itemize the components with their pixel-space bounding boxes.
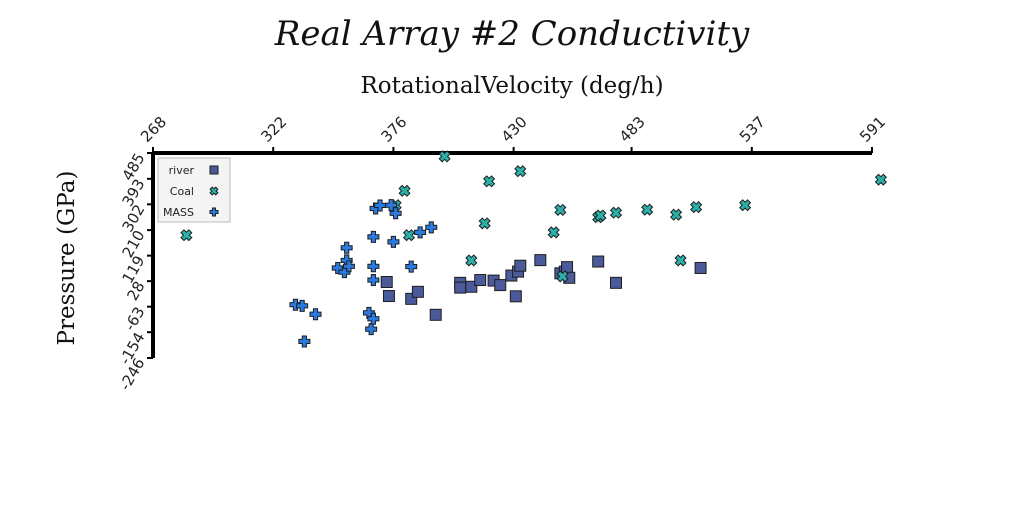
data-point xyxy=(380,276,393,289)
legend: river Coal MASS xyxy=(157,157,231,223)
data-point xyxy=(483,175,496,188)
data-point xyxy=(342,260,355,273)
data-point xyxy=(465,280,478,293)
data-point xyxy=(694,261,707,274)
data-point xyxy=(556,270,569,283)
data-point xyxy=(429,308,442,321)
series-mass xyxy=(289,199,438,348)
data-point xyxy=(367,274,380,287)
data-point xyxy=(405,260,418,273)
series-river xyxy=(380,254,707,321)
data-point xyxy=(180,229,193,242)
data-point xyxy=(547,226,560,239)
legend-items: river Coal MASS xyxy=(163,164,219,219)
data-point xyxy=(478,217,491,230)
x-tick-label: 537 xyxy=(736,113,769,146)
y-tick-label: -63 xyxy=(121,304,149,334)
x-tick-label: 322 xyxy=(257,113,290,146)
data-point xyxy=(389,207,402,220)
data-point xyxy=(309,308,322,321)
data-point xyxy=(474,274,487,287)
data-point xyxy=(465,254,478,267)
chart-title: Real Array #2 Conductivity xyxy=(274,14,750,54)
data-point xyxy=(641,203,654,216)
data-point xyxy=(554,203,567,217)
x-tick-label: 268 xyxy=(137,113,170,146)
legend-marker xyxy=(209,186,219,196)
data-point xyxy=(494,279,507,292)
data-point xyxy=(610,276,623,289)
data-point xyxy=(367,230,380,243)
data-point xyxy=(690,201,703,214)
legend-marker xyxy=(209,207,219,217)
data-point xyxy=(609,206,623,219)
data-point xyxy=(739,199,752,212)
data-point xyxy=(594,209,607,222)
legend-label: river xyxy=(169,164,195,177)
data-point xyxy=(670,208,683,221)
data-point xyxy=(874,173,887,186)
legend-label: Coal xyxy=(170,185,194,198)
data-point xyxy=(674,254,687,267)
data-point xyxy=(398,184,411,197)
data-point xyxy=(289,298,302,311)
x-tick-label: 430 xyxy=(498,113,531,146)
y-axis-label: Pressure (GPa) xyxy=(54,171,80,346)
data-point xyxy=(374,199,387,212)
data-points xyxy=(180,150,887,348)
x-tick-label: 483 xyxy=(616,113,649,146)
data-point xyxy=(367,312,380,325)
data-point xyxy=(534,254,547,267)
data-point xyxy=(509,290,522,303)
data-point xyxy=(514,165,527,178)
data-point xyxy=(454,281,467,294)
data-point xyxy=(298,335,311,348)
x-axis-ticks: 268 322 376 430 483 537 591 xyxy=(137,113,889,153)
data-point xyxy=(425,221,438,234)
legend-label: MASS xyxy=(163,206,194,219)
data-point xyxy=(514,259,527,272)
data-point xyxy=(340,241,353,254)
x-tick-label: 591 xyxy=(856,113,889,146)
data-point xyxy=(367,260,380,273)
data-point xyxy=(365,323,378,336)
data-point xyxy=(382,290,395,303)
x-tick-label: 376 xyxy=(378,113,411,146)
data-point xyxy=(414,226,427,239)
data-point xyxy=(561,261,574,274)
data-point xyxy=(592,255,605,268)
data-point xyxy=(387,235,400,248)
series-coal xyxy=(180,150,887,283)
data-point xyxy=(405,292,418,305)
data-point xyxy=(296,299,309,312)
x-axis-label: RotationalVelocity (deg/h) xyxy=(360,73,663,99)
legend-marker xyxy=(209,165,219,175)
data-point xyxy=(411,285,424,298)
data-point xyxy=(438,150,451,163)
data-point xyxy=(402,229,416,242)
